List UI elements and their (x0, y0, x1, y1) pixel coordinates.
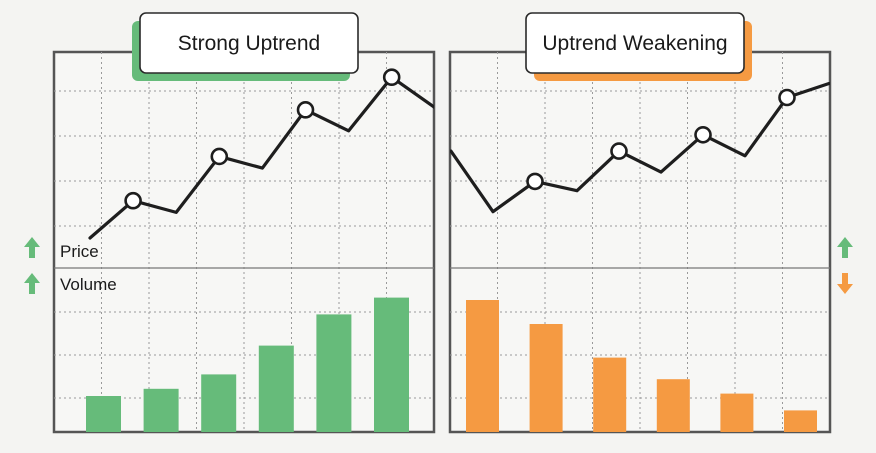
volume-bar (784, 410, 817, 432)
arrow-up-icon (24, 237, 40, 258)
price-point (778, 88, 796, 107)
grid (450, 52, 830, 432)
indicators-strong-uptrend (24, 237, 40, 294)
title-box (525, 12, 745, 74)
volume-bar (656, 379, 690, 432)
volume-bar (593, 357, 627, 432)
volume-bar (316, 314, 352, 432)
grid (54, 52, 434, 432)
indicators-uptrend-weakening (837, 237, 853, 294)
title-card-uptrend-weakening: Uptrend Weakening (525, 12, 752, 81)
volume-label: Volume (60, 275, 117, 294)
price-point (382, 68, 401, 87)
price-point (694, 125, 712, 144)
price-line (450, 81, 830, 214)
price-label: Price (60, 242, 99, 261)
price-line (88, 75, 434, 240)
volume-bar (86, 396, 121, 432)
volume-bar (466, 300, 499, 432)
price-point (210, 147, 229, 166)
arrow-down-icon (837, 273, 853, 294)
title-box (139, 12, 359, 74)
volume-bar (201, 374, 237, 432)
arrow-up-icon (24, 273, 40, 294)
price-point (124, 191, 142, 210)
volume-bar (374, 297, 409, 432)
panel-title: Strong Uptrend (178, 32, 320, 55)
volume-bar (529, 324, 563, 432)
panel-title: Uptrend Weakening (542, 32, 727, 55)
arrow-up-icon (837, 237, 853, 258)
price-point (610, 142, 628, 160)
volume-bar (143, 388, 179, 432)
price-point (296, 101, 315, 119)
panel-strong-uptrend (52, 50, 436, 434)
title-card-strong-uptrend: Strong Uptrend (132, 12, 359, 81)
volume-bar (720, 393, 754, 432)
volume-bar (258, 345, 294, 432)
panel-uptrend-weakening (448, 50, 832, 434)
price-point (526, 172, 544, 191)
